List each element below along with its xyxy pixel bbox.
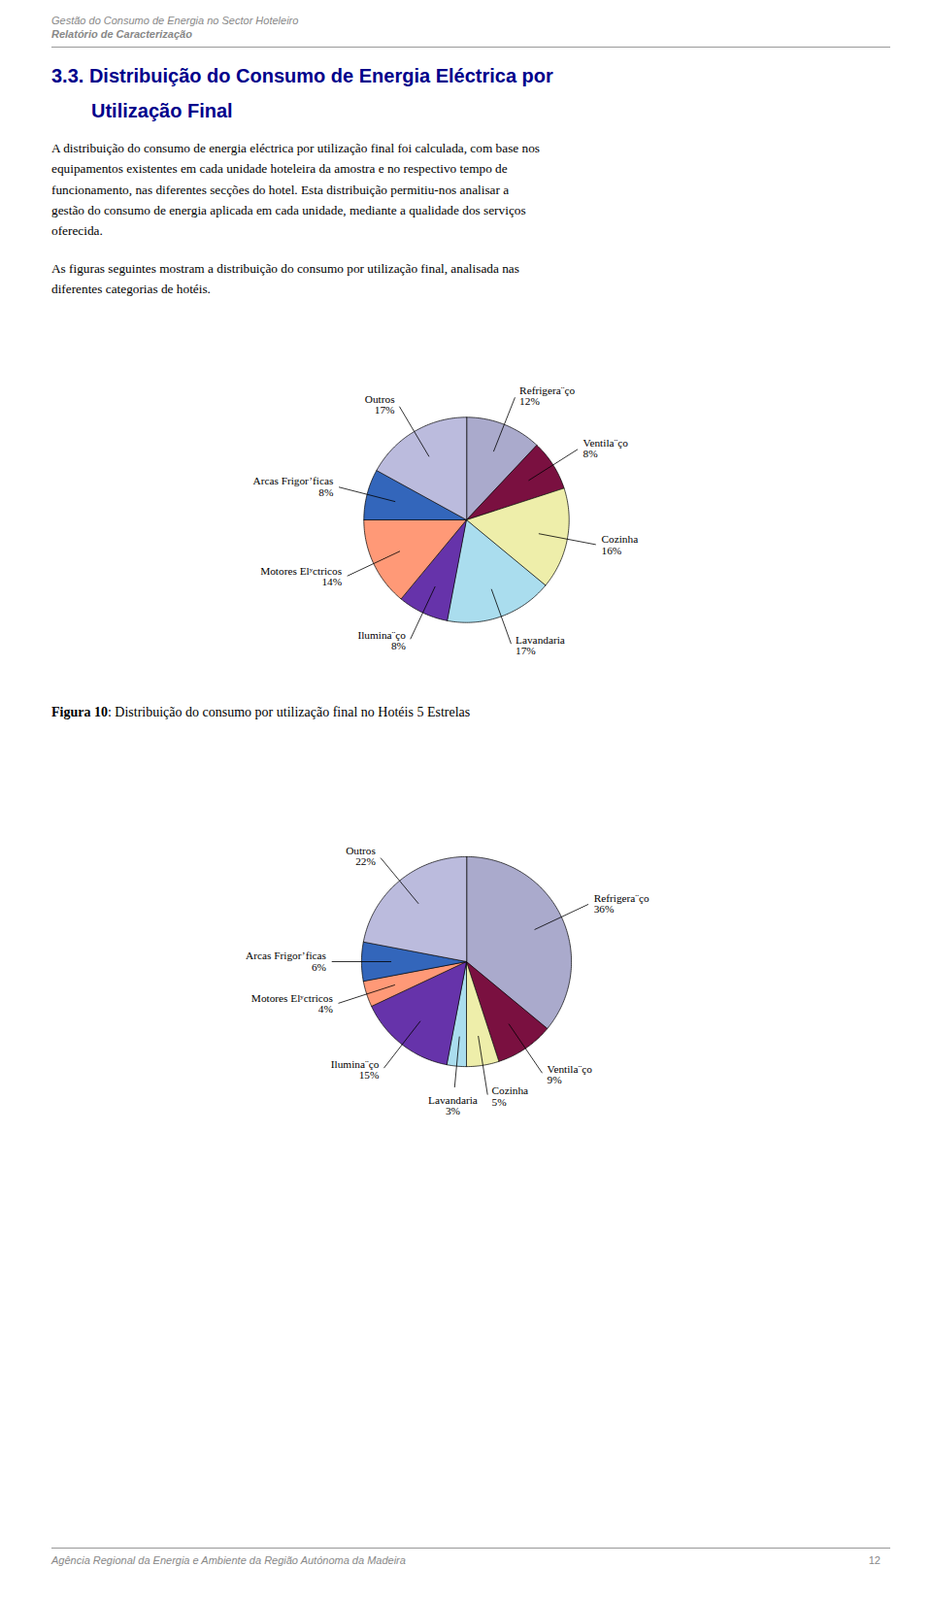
html-text:As figuras seguintes mostram a: As figuras seguintes mostram a distribui… — [51, 261, 520, 276]
svg-text:Refrigera¨ço36%: Refrigera¨ço36% — [594, 892, 650, 915]
svg-text:Lavandaria17%: Lavandaria17% — [515, 633, 566, 657]
html-text:Agência Regional da Energia e: Agência Regional da Energia e Ambiente d… — [51, 1554, 406, 1566]
svg-text:Ventila¨ço8%: Ventila¨ço8% — [583, 436, 630, 460]
html-text:Relatório de Caracterização: Relatório de Caracterização — [51, 28, 193, 41]
svg-text:Cozinha5%: Cozinha5% — [491, 1084, 529, 1107]
html-text:funcionamento, nas diferentes: funcionamento, nas diferentes secções do… — [51, 182, 509, 197]
svg-text:Ventila¨ço9%: Ventila¨ço9% — [546, 1063, 593, 1086]
svg-text:Arcas Frigor’ficas6%: Arcas Frigor’ficas6% — [245, 949, 328, 972]
html-text:3.3. Distribuição do Consumo d: 3.3. Distribuição do Consumo de Energia … — [51, 65, 554, 87]
html-text:oferecida.: oferecida. — [51, 223, 103, 238]
html-text:Gestão do Consumo de Energia n: Gestão do Consumo de Energia no Sector H… — [51, 14, 299, 27]
html-text:Figura 10: Distribuição do con: Figura 10: Distribuição do consumo por u… — [51, 704, 471, 720]
html-text:gestão do consumo de energia a: gestão do consumo de energia aplicada em… — [51, 202, 526, 218]
svg-text:Lavandaria3%: Lavandaria3% — [428, 1094, 478, 1117]
html-text:Utilização Final: Utilização Final — [91, 99, 233, 122]
svg-text:Ilumina¨ço15%: Ilumina¨ço15% — [331, 1058, 380, 1081]
svg-text:Cozinha16%: Cozinha16% — [600, 532, 638, 556]
svg-text:Outros22%: Outros22% — [345, 844, 376, 867]
svg-text:Arcas Frigor’ficas8%: Arcas Frigor’ficas8% — [252, 474, 334, 498]
svg-text:Motores Elʸctricos4%: Motores Elʸctricos4% — [251, 992, 334, 1015]
svg-text:Motores Elʸctricos14%: Motores Elʸctricos14% — [260, 565, 343, 588]
html-text:12: 12 — [868, 1554, 881, 1566]
html-text:equipamentos existentes em cad: equipamentos existentes em cada unidade … — [51, 161, 508, 177]
svg-text:Ilumina¨ço8%: Ilumina¨ço8% — [357, 629, 406, 652]
html-text:diferentes categorias de hotéi: diferentes categorias de hotéis. — [51, 281, 211, 297]
html-text:A distribuição do consumo de e: A distribuição do consumo de energia elé… — [51, 140, 540, 156]
svg-text:Outros17%: Outros17% — [365, 393, 396, 416]
svg-text:Refrigera¨ço12%: Refrigera¨ço12% — [519, 384, 575, 407]
